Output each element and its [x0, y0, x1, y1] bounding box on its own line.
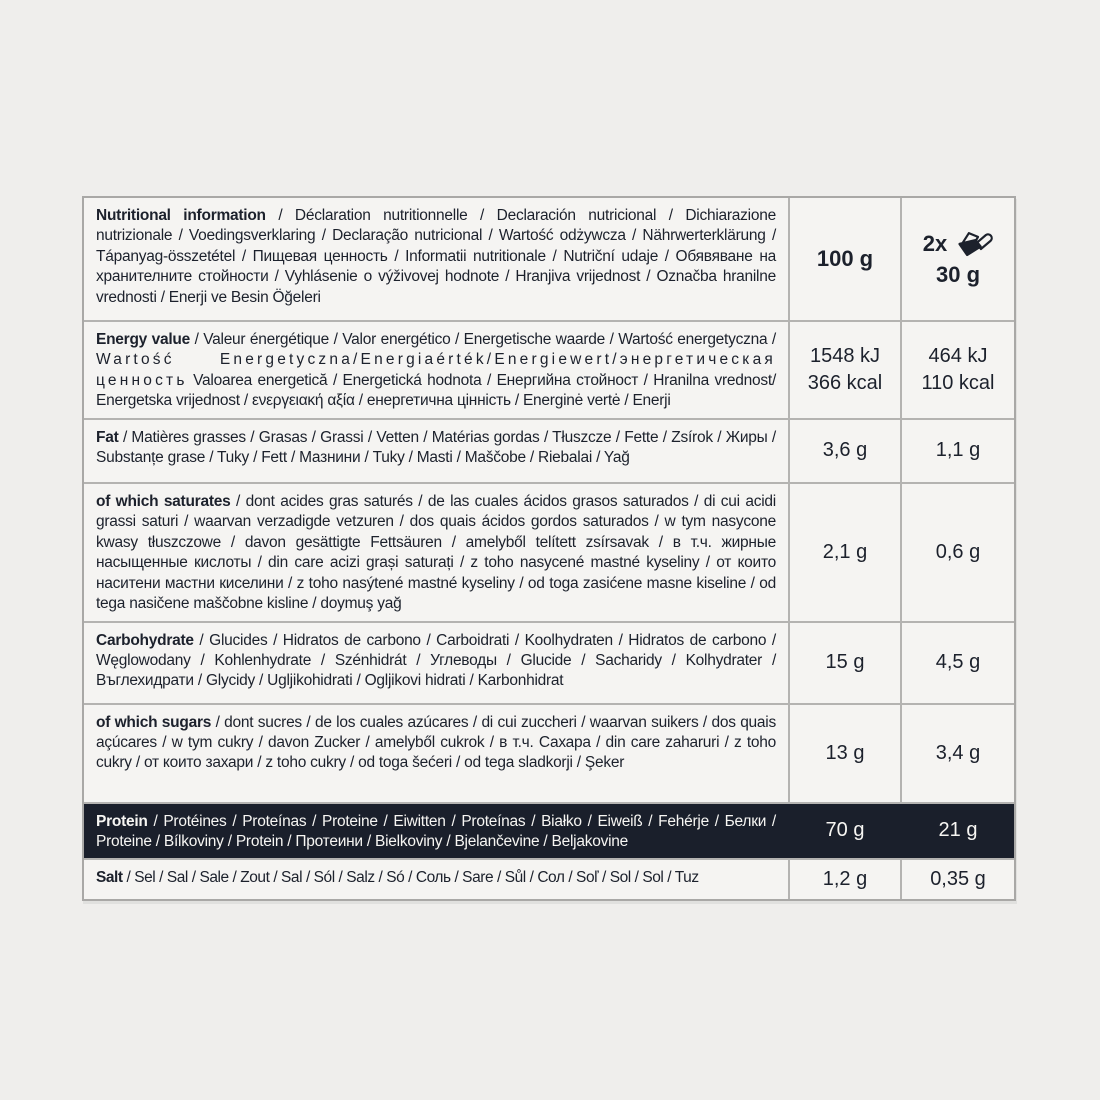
per-serving-amount: 30 g	[935, 262, 981, 288]
protein-term: Protein	[96, 812, 148, 830]
energy-translations-a: / Valeur énergétique / Valor energético …	[190, 331, 777, 348]
protein-translations: / Protéines / Proteínas / Proteine / Eiw…	[96, 812, 776, 850]
header-translations: / Déclaration nutritionnelle / Declaraci…	[96, 207, 776, 306]
fat-term: Fat	[96, 428, 119, 446]
sugars-100g: 13 g	[825, 741, 865, 764]
header-title-cell: Nutritional information / Déclaration nu…	[84, 198, 788, 320]
per-100g-label: 100 g	[816, 246, 874, 272]
energy-kcal-100g: 366 kcal	[807, 371, 883, 394]
column-header-per-100g: 100 g	[788, 198, 900, 320]
table-row-fat: Fat / Matières grasses / Grasas / Grassi…	[84, 419, 1014, 484]
table-row-sugars: of which sugars / dont sucres / de los c…	[84, 704, 1014, 804]
carbohydrate-per-serving-value: 4,5 g	[900, 622, 1014, 703]
saturates-per-serving-value: 0,6 g	[900, 483, 1014, 621]
sugars-label-cell: of which sugars / dont sucres / de los c…	[84, 705, 788, 802]
protein-per-serving-value: 21 g	[900, 803, 1014, 859]
saturates-label-cell: of which saturates / dont acides gras sa…	[84, 484, 788, 621]
saturates-term: of which saturates	[96, 492, 231, 510]
sugars-per-serving-value: 3,4 g	[900, 704, 1014, 802]
energy-kj-100g: 1548 kJ	[809, 344, 881, 367]
carbohydrate-per-100g-value: 15 g	[788, 622, 900, 703]
table-row-carbohydrate: Carbohydrate / Glucides / Hidratos de ca…	[84, 622, 1014, 705]
table-row-protein: Protein / Protéines / Proteínas / Protei…	[84, 803, 1014, 861]
salt-translations: / Sel / Sal / Sale / Zout / Sal / Sól / …	[122, 869, 699, 887]
column-header-per-serving: 2x 30 g	[900, 198, 1014, 320]
table-row-saturates: of which saturates / dont acides gras sa…	[84, 483, 1014, 623]
salt-per-100g-value: 1,2 g	[788, 860, 900, 900]
salt-100g: 1,2 g	[822, 868, 868, 891]
protein-label-cell: Protein / Protéines / Proteínas / Protei…	[84, 804, 788, 859]
carbohydrate-label-cell: Carbohydrate / Glucides / Hidratos de ca…	[84, 623, 788, 703]
sugars-translations: / dont sucres / de los cuales azúcares /…	[96, 713, 776, 772]
saturates-per-100g-value: 2,1 g	[788, 483, 900, 621]
salt-serving: 0,35 g	[930, 868, 986, 891]
table-row-energy: Energy value / Valeur énergétique / Valo…	[84, 322, 1014, 420]
energy-translations-spaced: Wartość Energetyczna/Energiaérték/Energi…	[96, 351, 776, 389]
fat-per-serving-value: 1,1 g	[900, 419, 1014, 482]
scoop-icon	[958, 232, 994, 257]
saturates-100g: 2,1 g	[822, 540, 868, 563]
fat-100g: 3,6 g	[822, 439, 868, 462]
nutrition-facts-table: Nutritional information / Déclaration nu…	[82, 196, 1016, 902]
protein-serving: 21 g	[938, 819, 978, 842]
carbohydrate-100g: 15 g	[825, 651, 865, 674]
per-serving-top: 2x	[922, 228, 994, 260]
carbohydrate-serving: 4,5 g	[935, 651, 981, 674]
header-term: Nutritional information	[96, 207, 266, 224]
carbohydrate-term: Carbohydrate	[96, 631, 194, 649]
sugars-serving: 3,4 g	[935, 741, 981, 764]
fat-translations: / Matières grasses / Grasas / Grassi / V…	[96, 428, 776, 467]
fat-label-cell: Fat / Matières grasses / Grasas / Grassi…	[84, 420, 788, 482]
per-serving-prefix: 2x	[922, 231, 948, 257]
table-row-header: Nutritional information / Déclaration nu…	[84, 198, 1014, 322]
energy-label-cell: Energy value / Valeur énergétique / Valo…	[84, 322, 788, 418]
energy-per-100g-value: 1548 kJ 366 kcal	[788, 322, 900, 418]
saturates-translations: / dont acides gras saturés / de las cual…	[96, 492, 776, 613]
fat-per-100g-value: 3,6 g	[788, 419, 900, 482]
salt-term: Salt	[96, 869, 123, 887]
salt-label-cell: Salt / Sel / Sal / Sale / Zout / Sal / S…	[84, 860, 788, 899]
sugars-per-100g-value: 13 g	[788, 704, 900, 802]
energy-per-serving-value: 464 kJ 110 kcal	[900, 322, 1014, 418]
table-row-salt: Salt / Sel / Sal / Sale / Zout / Sal / S…	[84, 860, 1014, 900]
salt-per-serving-value: 0,35 g	[900, 860, 1014, 900]
carbohydrate-translations: / Glucides / Hidratos de carbono / Carbo…	[96, 631, 776, 690]
energy-kcal-serving: 110 kcal	[921, 371, 995, 394]
energy-kj-serving: 464 kJ	[928, 344, 988, 367]
fat-serving: 1,1 g	[935, 439, 981, 462]
protein-per-100g-value: 70 g	[788, 803, 900, 859]
protein-100g: 70 g	[825, 819, 865, 842]
energy-translations-b: Valoarea energetică / Energetická hodnot…	[96, 371, 776, 410]
energy-term: Energy value	[96, 331, 190, 348]
saturates-serving: 0,6 g	[935, 540, 981, 563]
sugars-term: of which sugars	[96, 713, 212, 731]
